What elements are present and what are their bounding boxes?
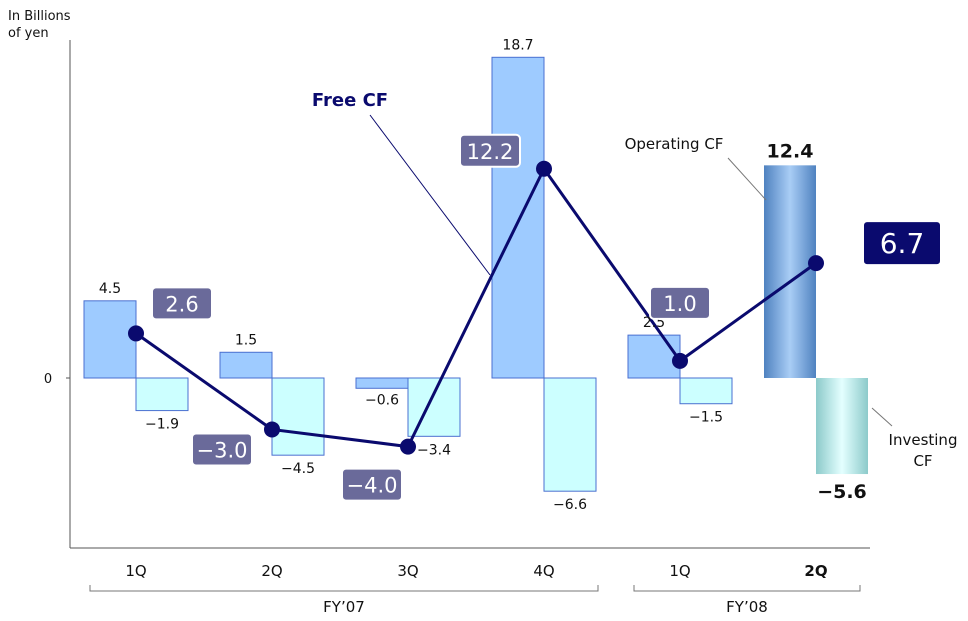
free-cf-point (808, 255, 824, 272)
operating-cf-value: 1.5 (235, 332, 257, 348)
unit-label-line2: of yen (8, 26, 49, 41)
bars (83, 56, 868, 492)
y-tick-label-zero: 0 (44, 372, 52, 387)
free-cf-point (536, 160, 552, 177)
fy-group-label: FY’07 (323, 598, 365, 616)
investing-cf-bar (543, 377, 597, 492)
x-tick-label: 3Q (397, 562, 418, 580)
investing-cf-leader (871, 407, 893, 427)
x-tick-label: 4Q (533, 562, 554, 580)
x-tick-label: 2Q (804, 562, 827, 580)
investing-cf-bar (271, 377, 325, 456)
operating-cf-bar (355, 377, 409, 389)
operating-cf-bar (219, 351, 273, 379)
x-tick-label: 1Q (125, 562, 146, 580)
free-cf-value: 6.7 (880, 227, 925, 260)
free-cf-series-label: Free CF (312, 90, 388, 111)
x-tick-label: 1Q (669, 562, 690, 580)
investing-cf-bar (816, 378, 868, 475)
operating-cf-bar (764, 165, 816, 378)
fy-bracket (633, 585, 861, 592)
investing-cf-value: −5.6 (817, 481, 867, 503)
free-cf-badge (191, 432, 253, 467)
axes: 0 1Q 2Q 3Q 4Q 1Q 2Q FY’07 FY’08 (44, 40, 870, 616)
investing-cf-bar (679, 377, 733, 405)
unit-label-line1: In Billions (8, 9, 71, 24)
fy-group-label: FY’08 (726, 598, 768, 616)
operating-cf-series-label: Operating CF (625, 135, 724, 153)
operating-cf-value: 18.7 (502, 37, 533, 53)
free-cf-leader (369, 114, 491, 276)
free-cf-point (264, 421, 280, 438)
fy-bracket (89, 585, 599, 592)
operating-cf-value: 12.4 (767, 140, 814, 162)
free-cf-badge (459, 133, 521, 168)
investing-cf-value: −1.9 (145, 417, 179, 433)
investing-cf-value: −3.4 (417, 442, 451, 458)
operating-cf-value: 4.5 (99, 281, 121, 297)
free-cf-value: 2.6 (165, 292, 198, 316)
free-cf-value: 1.0 (663, 292, 696, 316)
free-cf-point (672, 352, 688, 369)
investing-cf-bar (135, 377, 189, 412)
operating-cf-bar (83, 300, 137, 379)
investing-cf-series-label-line1: Investing (889, 431, 958, 449)
operating-cf-bar (491, 56, 545, 379)
investing-cf-series-label-line2: CF (913, 452, 932, 470)
investing-cf-value: −6.6 (553, 497, 587, 513)
free-cf-badge (341, 467, 403, 502)
x-tick-label: 2Q (261, 562, 282, 580)
leader-lines (369, 114, 893, 427)
operating-cf-leader (727, 157, 767, 201)
free-cf-value: −4.0 (347, 474, 398, 498)
operating-cf-bar (627, 334, 681, 379)
free-cf-point (128, 325, 144, 342)
free-cf-badge (151, 286, 213, 321)
free-cf-line (128, 160, 824, 455)
investing-cf-value: −4.5 (281, 461, 315, 477)
investing-cf-value: −1.5 (689, 410, 723, 426)
free-cf-point (400, 438, 416, 455)
free-cf-badge (862, 220, 942, 267)
free-cf-value: −3.0 (197, 438, 248, 462)
operating-cf-value: −0.6 (365, 392, 399, 408)
labels: 4.51.5−0.618.72.512.4−1.9−4.5−3.4−6.6−1.… (99, 37, 958, 513)
free-cf-value: 12.2 (467, 140, 514, 164)
unit-label: In Billions of yen (8, 8, 71, 42)
free-cf-polyline (135, 165, 817, 449)
free-cf-badge (649, 285, 711, 320)
